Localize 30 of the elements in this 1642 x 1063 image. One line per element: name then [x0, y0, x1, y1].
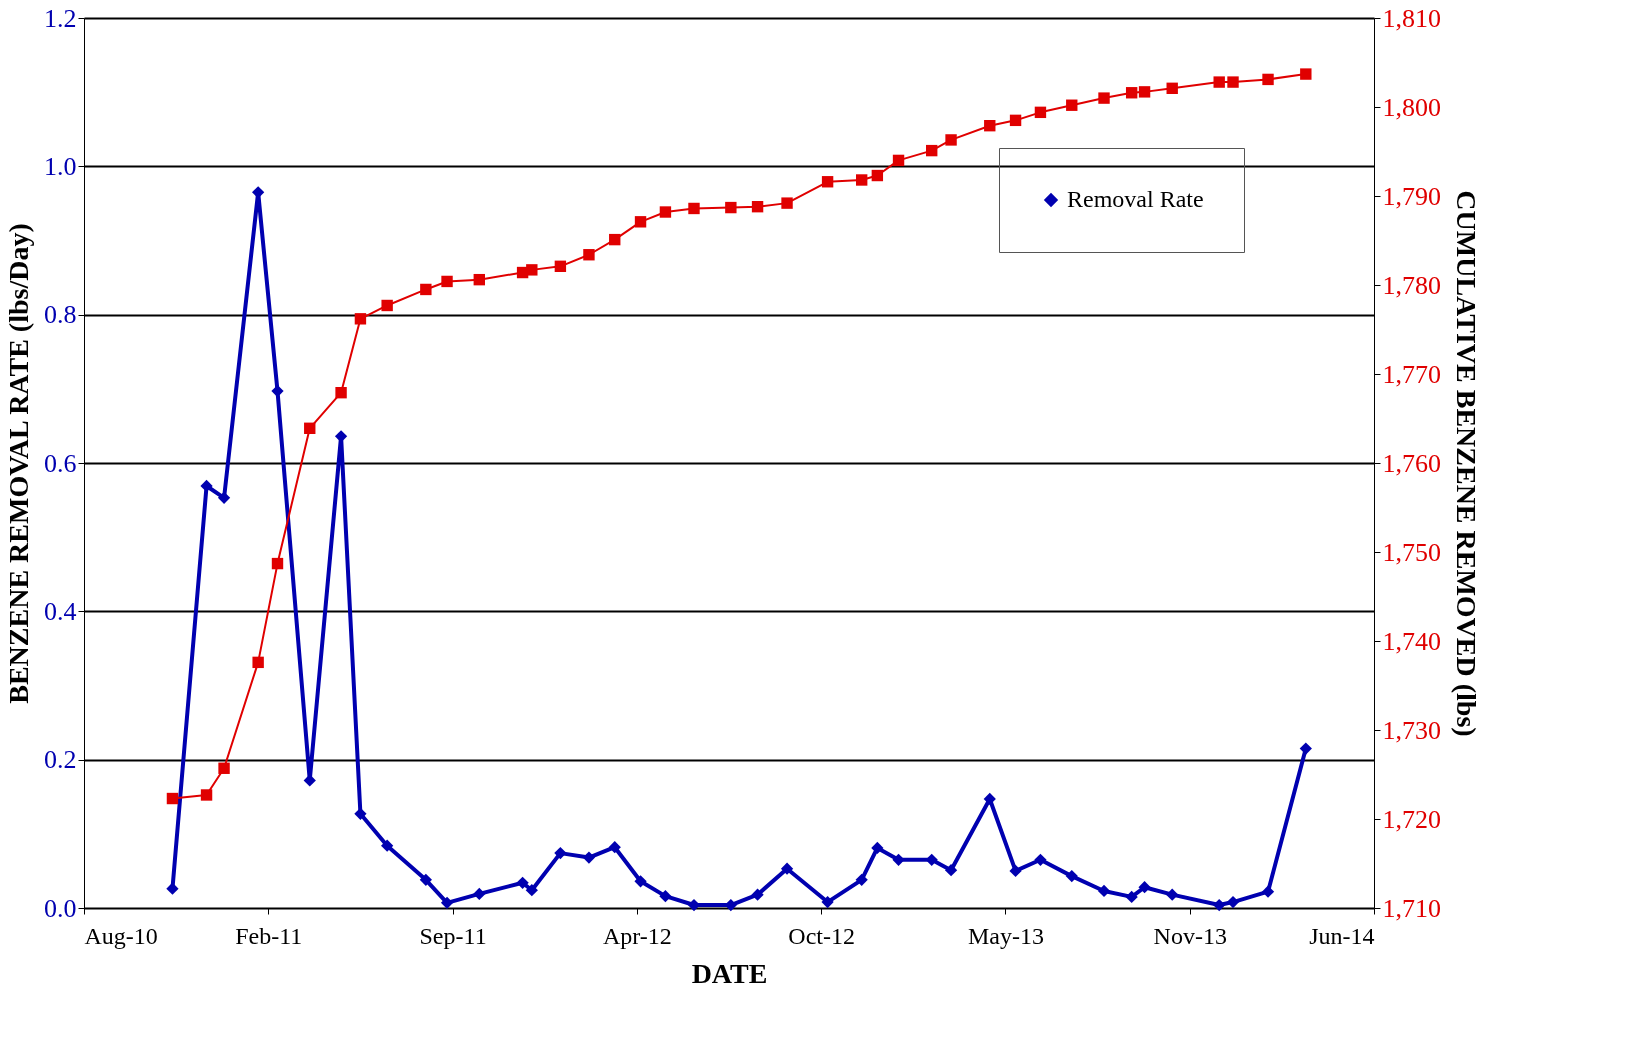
x-tick-label: Aug-10 — [84, 922, 158, 949]
x-tick-label: May-13 — [967, 922, 1044, 949]
y2-tick-label: 1,800 — [1382, 92, 1441, 122]
y-tick-label: 0.8 — [44, 300, 77, 330]
y-tick-label: 0.6 — [44, 448, 77, 478]
y2-tick-label: 1,710 — [1382, 893, 1441, 923]
y-tick-label: 0.0 — [44, 893, 77, 923]
y-axis-title: BENZENE REMOVAL RATE (lbs/Day) — [3, 223, 34, 704]
y2-tick-label: 1,780 — [1382, 270, 1441, 300]
y2-axis-title: CUMULATIVE BENZENE REMOVED (lbs) — [1451, 190, 1482, 737]
y-tick-label: 0.2 — [44, 745, 77, 775]
x-tick-label: Apr-12 — [602, 922, 672, 949]
x-tick-label: Sep-11 — [419, 922, 487, 949]
y2-tick-label: 1,720 — [1382, 804, 1441, 834]
y2-tick-label: 1,750 — [1382, 537, 1441, 567]
y2-tick-label: 1,770 — [1382, 359, 1441, 389]
y-tick-label: 1.0 — [44, 151, 77, 181]
y-tick-label: 1.2 — [44, 3, 77, 33]
legend-label: Removal Rate — [1067, 186, 1204, 212]
y2-tick-label: 1,730 — [1382, 715, 1441, 745]
y-tick-label: 0.4 — [44, 596, 77, 626]
y2-tick-label: 1,760 — [1382, 448, 1441, 478]
x-tick-label: Oct-12 — [788, 922, 855, 949]
x-tick-label: Nov-13 — [1153, 922, 1227, 949]
y2-tick-label: 1,740 — [1382, 626, 1441, 656]
x-axis-title: DATE — [691, 957, 768, 989]
y2-tick-label: 1,810 — [1382, 3, 1441, 33]
x-tick-label: Jun-14 — [1309, 922, 1375, 949]
y2-tick-label: 1,790 — [1382, 181, 1441, 211]
x-tick-label: Feb-11 — [235, 922, 303, 949]
